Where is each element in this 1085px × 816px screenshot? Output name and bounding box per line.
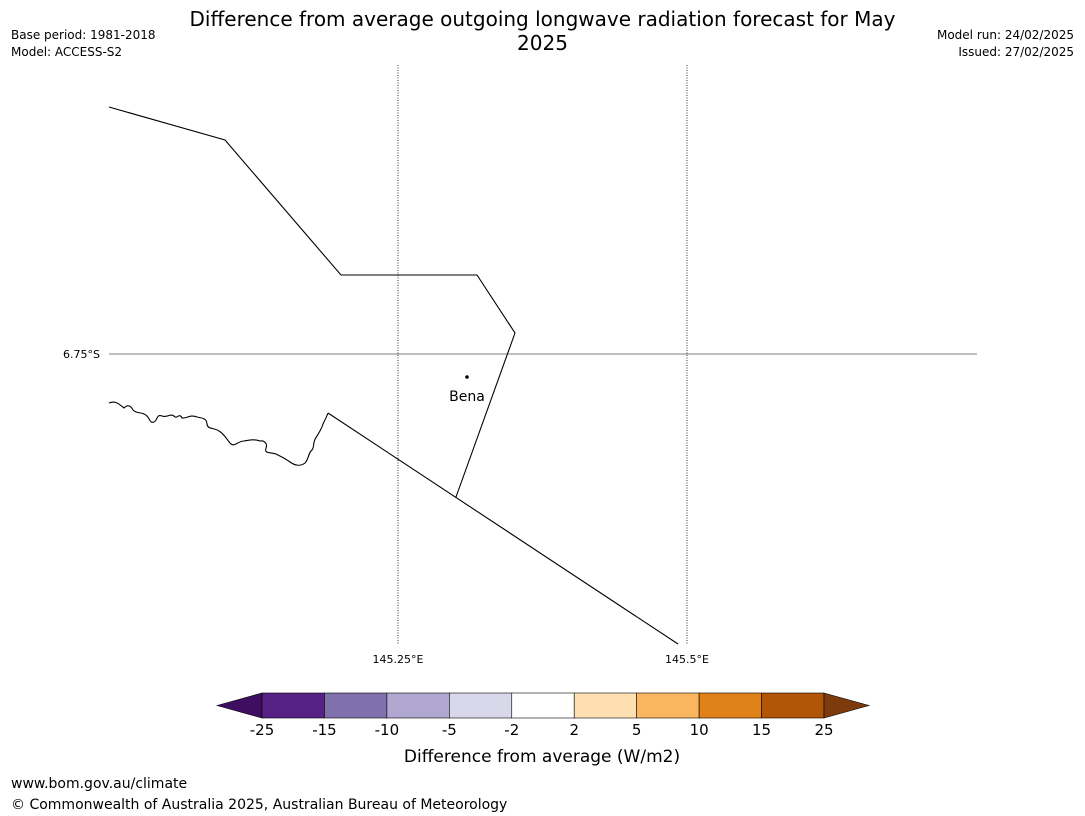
colorbar-segment [573,692,637,719]
colorbar-segment [636,692,700,719]
colorbar-tick-label: 5 [632,721,642,739]
metadata-left: Base period: 1981-2018 Model: ACCESS-S2 [11,27,156,61]
colorbar-segment [449,692,513,719]
colorbar-segment [511,692,575,719]
colorbar-tick-label: -5 [442,721,457,739]
colorbar-tick-label: -15 [312,721,337,739]
district-boundary [108,106,516,498]
colorbar-tick-label: -25 [250,721,275,739]
chart-title: Difference from average outgoing longwav… [189,7,896,55]
colorbar-segment [761,692,825,719]
colorbar-extend-low [215,692,263,719]
model-text: Model: ACCESS-S2 [11,45,123,59]
colorbar-segment [386,692,450,719]
colorbar-segment [261,692,325,719]
longitude-label: 145.5°E [665,653,709,666]
colorbar-title: Difference from average (W/m2) [404,747,680,767]
colorbar-tick-label: 2 [569,721,579,739]
colorbar: -25 -15 -10 -5 -2 2 5 10 15 25 [215,692,871,739]
colorbar-segment [698,692,762,719]
river-line [108,401,329,466]
footer-url: www.bom.gov.au/climate [11,776,188,792]
colorbar-tick-label: -10 [375,721,400,739]
place-marker [465,375,469,379]
place-label-bena: Bena [449,389,485,405]
colorbar-tick-label: 25 [814,721,833,739]
colorbar-extend-high [823,692,871,719]
metadata-right: Model run: 24/02/2025 Issued: 27/02/2025 [937,27,1074,61]
colorbar-tick-label: -2 [504,721,519,739]
model-run-text: Model run: 24/02/2025 [936,28,1074,42]
base-period-text: Base period: 1981-2018 [11,28,156,42]
colorbar-segment [324,692,388,719]
district-boundary [327,412,679,645]
longitude-label: 145.25°E [373,653,424,666]
latitude-label: 6.75°S [63,348,100,361]
colorbar-tick-label: 15 [752,721,771,739]
footer-copyright: © Commonwealth of Australia 2025, Austra… [11,797,508,813]
footer: www.bom.gov.au/climate © Commonwealth of… [11,774,507,816]
issued-text: Issued: 27/02/2025 [958,45,1074,59]
colorbar-tick-label: 10 [690,721,709,739]
